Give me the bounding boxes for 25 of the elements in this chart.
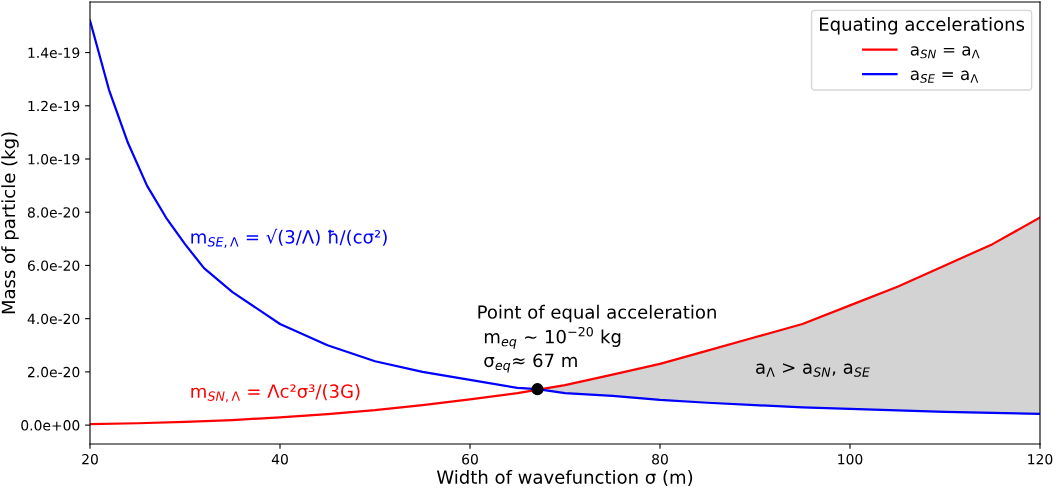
y-tick-label: 1.0e-19: [28, 153, 80, 165]
x-tick-label: 40: [271, 453, 288, 465]
legend-label: a$_{SN}$ = a$_{Λ}$: [910, 46, 980, 59]
annotation: m$_{SN,Λ}$ = Λc²σ³/(3G): [191, 384, 360, 403]
x-tick-label: 100: [838, 453, 863, 465]
x-tick-label: 80: [652, 453, 668, 465]
legend-title: Equating accelerations: [820, 17, 1025, 35]
y-tick-label: 4.0e-20: [27, 313, 80, 325]
y-tick-label: 1.4e-19: [28, 47, 80, 59]
annotation: m$_{SE,Λ}$ = √(3/Λ) ħ/(cσ²): [191, 228, 387, 248]
x-tick-label: 20: [82, 453, 98, 465]
x-tick-label: 120: [1028, 453, 1053, 465]
x-tick-label: 60: [462, 453, 478, 465]
x-axis-title: Width of wavefunction σ (m): [436, 469, 693, 487]
y-tick-label: 0.0e+00: [21, 420, 80, 431]
y-tick-label: 8.0e-20: [27, 207, 80, 218]
y-tick-label: 6.0e-20: [27, 260, 80, 271]
annotation: m$_{eq}$ ~ 10$^{−20}$ kg: [484, 326, 621, 349]
y-tick-label: 2.0e-20: [27, 366, 80, 378]
annotation: Point of equal acceleration: [478, 304, 716, 323]
y-tick-label: 1.2e-19: [28, 100, 80, 112]
y-axis-title: Mass of particle (kg): [1, 132, 19, 314]
annotation: a$_{Λ}$ > a$_{SN}$, a$_{SE}$: [756, 363, 870, 377]
legend-label: a$_{SE}$ = a$_{Λ}$: [910, 70, 979, 83]
annotation: σ$_{eq}$≈ 67 m: [484, 353, 577, 373]
